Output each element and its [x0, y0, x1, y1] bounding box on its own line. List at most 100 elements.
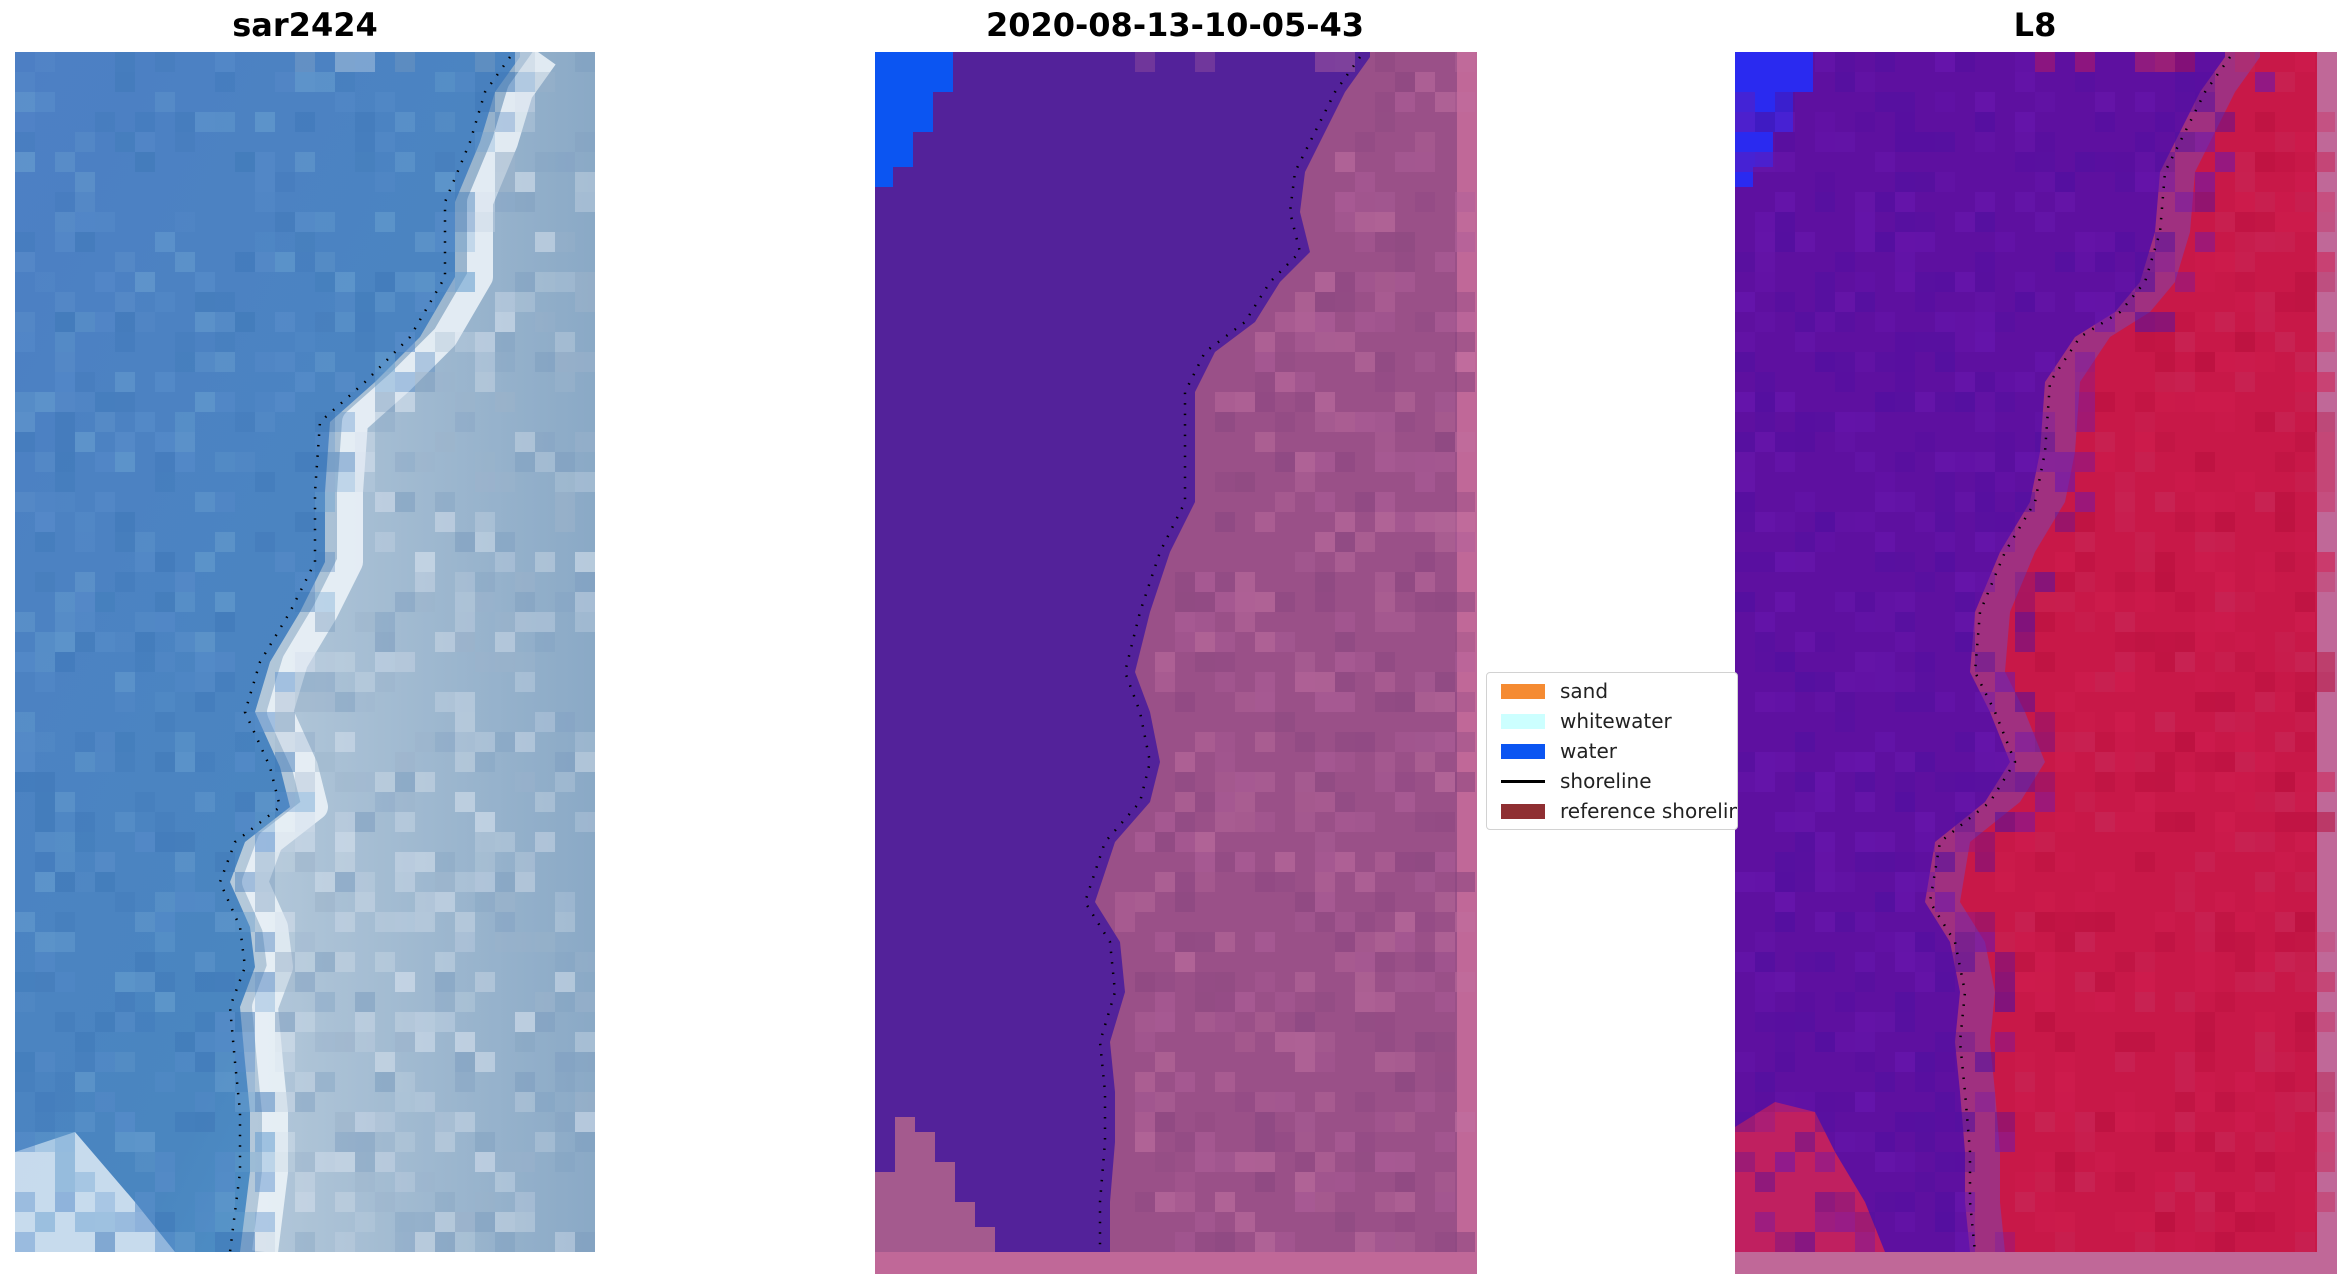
- pixel: [275, 392, 295, 412]
- pixel: [335, 92, 355, 112]
- pixel: [315, 872, 335, 892]
- pixel: [235, 792, 255, 812]
- pixel: [2035, 592, 2055, 612]
- pixel: [2255, 692, 2275, 712]
- pixel: [375, 1112, 395, 1132]
- pixel: [1375, 192, 1395, 212]
- pixel: [1295, 732, 1315, 752]
- pixel: [95, 632, 115, 652]
- pixel: [475, 52, 495, 72]
- pixel: [2135, 412, 2155, 432]
- pixel: [2195, 132, 2215, 152]
- pixel: [2175, 1112, 2195, 1132]
- pixel: [495, 352, 515, 372]
- pixel: [1775, 1092, 1795, 1112]
- pixel: [2075, 1172, 2095, 1192]
- pixel: [1795, 872, 1815, 892]
- pixel: [1155, 992, 1175, 1012]
- pixel: [1335, 632, 1355, 652]
- pixel: [75, 632, 95, 652]
- pixel: [1255, 592, 1275, 612]
- pixel: [2095, 312, 2115, 332]
- pixel: [2215, 1232, 2235, 1252]
- legend-item-whitewater: whitewater: [1487, 706, 1672, 736]
- pixel: [1755, 612, 1775, 632]
- pixel: [315, 72, 335, 92]
- pixel: [295, 812, 315, 832]
- pixel: [2035, 212, 2055, 232]
- pixel: [1375, 1112, 1395, 1132]
- pixel: [155, 752, 175, 772]
- pixel: [275, 952, 295, 972]
- pixel: [2255, 352, 2275, 372]
- pixel: [515, 292, 535, 312]
- pixel: [35, 1052, 55, 1072]
- pixel: [1195, 872, 1215, 892]
- pixel: [1175, 632, 1195, 652]
- pixel: [1275, 712, 1295, 732]
- pixel: [95, 1192, 115, 1212]
- pixel: [1875, 232, 1895, 252]
- pixel: [35, 812, 55, 832]
- pixel: [2195, 172, 2215, 192]
- pixel: [1875, 732, 1895, 752]
- pixel: [1275, 412, 1295, 432]
- pixel: [1875, 392, 1895, 412]
- pixel: [2315, 332, 2335, 352]
- pixel: [2295, 532, 2315, 552]
- pixel: [115, 452, 135, 472]
- pixel: [1255, 1152, 1275, 1172]
- pixel: [255, 152, 275, 172]
- pixel: [1375, 572, 1395, 592]
- pixel: [2295, 292, 2315, 312]
- pixel: [2255, 232, 2275, 252]
- pixel: [195, 112, 215, 132]
- pixel: [1175, 892, 1195, 912]
- pixel: [1935, 532, 1955, 552]
- pixel: [2155, 252, 2175, 272]
- pixel: [1755, 752, 1775, 772]
- pixel: [1755, 872, 1775, 892]
- pixel: [1875, 932, 1895, 952]
- pixel: [395, 112, 415, 132]
- pixel: [2075, 152, 2095, 172]
- pixel: [215, 1072, 235, 1092]
- pixel: [1775, 512, 1795, 532]
- pixel: [2315, 272, 2335, 292]
- pixel: [1375, 52, 1395, 72]
- pixel: [1735, 112, 1755, 132]
- pixel: [115, 732, 135, 752]
- pixel: [1755, 1092, 1775, 1112]
- pixel: [215, 1172, 235, 1192]
- pixel: [295, 512, 315, 532]
- pixel: [2315, 1152, 2335, 1172]
- pixel: [2035, 172, 2055, 192]
- pixel: [315, 612, 335, 632]
- pixel: [2055, 1212, 2075, 1232]
- pixel: [1215, 472, 1235, 492]
- pixel: [55, 852, 75, 872]
- pixel: [2235, 1192, 2255, 1212]
- pixel: [175, 332, 195, 352]
- pixel: [555, 152, 575, 172]
- pixel: [55, 292, 75, 312]
- pixel: [2315, 452, 2335, 472]
- pixel: [555, 972, 575, 992]
- pixel: [1895, 452, 1915, 472]
- pixel: [1815, 1212, 1835, 1232]
- pixel: [1935, 452, 1955, 472]
- pixel: [1295, 332, 1315, 352]
- pixel: [1435, 512, 1455, 532]
- pixel: [2035, 1012, 2055, 1032]
- pixel: [375, 492, 395, 512]
- pixel: [1915, 832, 1935, 852]
- pixel: [1915, 272, 1935, 292]
- pixel: [2275, 732, 2295, 752]
- pixel: [1995, 372, 2015, 392]
- pixel: [2095, 672, 2115, 692]
- pixel: [1875, 832, 1895, 852]
- pixel: [1235, 1032, 1255, 1052]
- pixel: [1195, 1132, 1215, 1152]
- pixel: [1335, 272, 1355, 292]
- pixel: [1735, 152, 1755, 172]
